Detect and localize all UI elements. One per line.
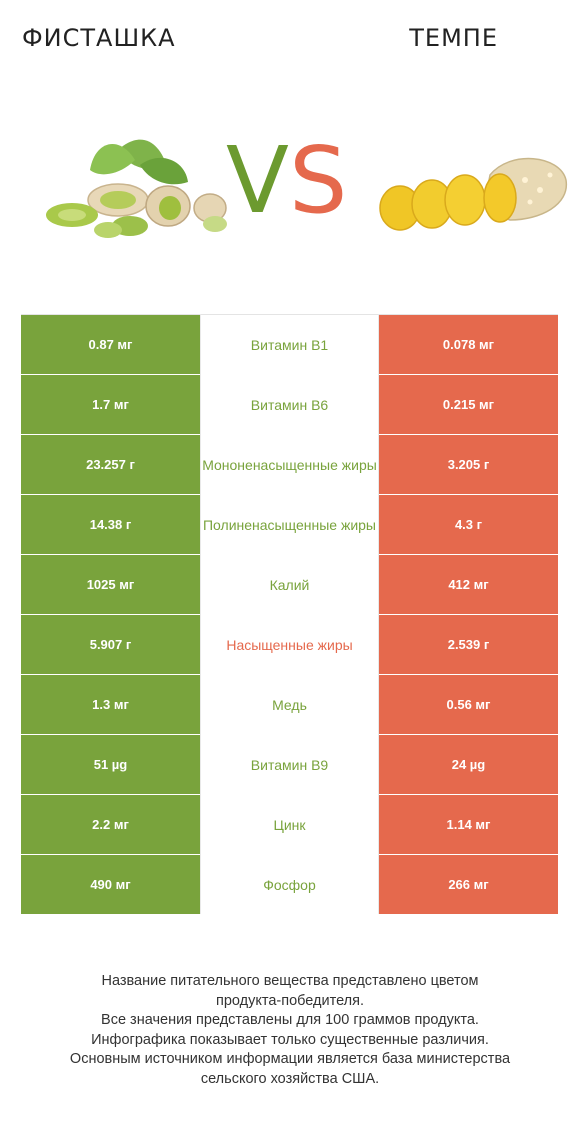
left-product-title: ФИСТАШКА [22,24,176,52]
nutrient-name-cell: Витамин B9 [200,735,379,794]
right-value-cell: 0.215 мг [379,375,558,434]
footer-line: продукта-победителя. [215,992,365,1009]
right-product-title: ТЕМПЕ [409,24,498,52]
vs-label: VS [226,135,347,227]
table-row: 14.38 г Полиненасыщенные жиры 4.3 г [21,495,558,555]
table-row: 2.2 мг Цинк 1.14 мг [21,795,558,855]
right-value-cell: 2.539 г [379,615,558,674]
left-value-cell: 23.257 г [21,435,200,494]
hero-illustration [46,139,567,238]
footer-line: Название питательного вещества представл… [101,973,479,989]
table-row: 51 µg Витамин B9 24 µg [21,735,558,795]
nutrient-name-cell: Витамин B1 [200,315,379,374]
right-value-cell: 0.078 мг [379,315,558,374]
pistachio-image [46,139,227,238]
nutrient-name-cell: Медь [200,675,379,734]
table-row: 5.907 г Насыщенные жиры 2.539 г [21,615,558,675]
table-row: 1.7 мг Витамин B6 0.215 мг [21,375,558,435]
left-value-cell: 14.38 г [21,495,200,554]
vs-v-letter: V [226,127,289,234]
left-value-cell: 1.7 мг [21,375,200,434]
right-value-cell: 4.3 г [379,495,558,554]
left-value-cell: 1.3 мг [21,675,200,734]
right-value-cell: 0.56 мг [379,675,558,734]
nutrient-name-cell: Полиненасыщенные жиры [200,495,379,554]
footer-line: Инфографика показывает только существенн… [91,1031,489,1048]
right-value-cell: 266 мг [379,855,558,914]
nutrient-name-cell: Фосфор [200,855,379,914]
left-value-cell: 0.87 мг [21,315,200,374]
left-value-cell: 2.2 мг [21,795,200,854]
nutrient-name-cell: Витамин B6 [200,375,379,434]
nutrient-name-cell: Цинк [200,795,379,854]
footer-notes: Название питательного вещества представл… [20,972,560,1089]
comparison-table: 0.87 мг Витамин B1 0.078 мг 1.7 мг Витамин B… [21,314,558,915]
table-row: 490 мг Фосфор 266 мг [21,855,558,915]
right-value-cell: 1.14 мг [379,795,558,854]
right-value-cell: 24 µg [379,735,558,794]
nutrient-name-cell: Насыщенные жиры [200,615,379,674]
table-row: 23.257 г Мононенасыщенные жиры 3.205 г [21,435,558,495]
left-value-cell: 5.907 г [21,615,200,674]
footer-line: Основным источником информации является … [69,1051,511,1067]
nutrient-name-cell: Мононенасыщенные жиры [200,435,379,494]
nutrient-name-cell: Калий [200,555,379,614]
left-value-cell: 490 мг [21,855,200,914]
table-row: 0.87 мг Витамин B1 0.078 мг [21,315,558,375]
table-row: 1025 мг Калий 412 мг [21,555,558,615]
left-value-cell: 1025 мг [21,555,200,614]
vs-s-letter: S [288,127,348,234]
right-value-cell: 3.205 г [379,435,558,494]
table-row: 1.3 мг Медь 0.56 мг [21,675,558,735]
tempeh-image [379,157,567,231]
left-value-cell: 51 µg [21,735,200,794]
footer-line: сельского хозяйства США. [200,1070,380,1087]
footer-line: Все значения представлены для 100 граммо… [101,1012,479,1028]
right-value-cell: 412 мг [379,555,558,614]
